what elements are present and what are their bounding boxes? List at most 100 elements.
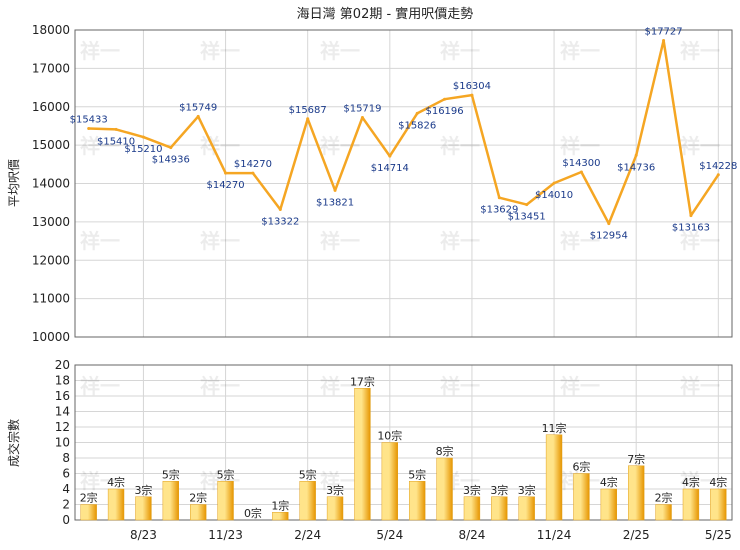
volume-data-label: 2宗 [655,491,673,505]
volume-data-label: 3宗 [463,483,481,497]
price-data-point [497,196,501,200]
price-data-point [388,154,392,158]
volume-y-tick-label: 0 [62,513,70,527]
volume-bar [272,512,289,521]
volume-data-label: 6宗 [572,460,590,474]
price-chart: 10000 11000 12000 13000 14000 15000 16000 17000… [32,23,738,344]
price-data-point [552,181,556,185]
volume-bar [655,504,672,521]
x-tick-label: 8/23 [130,528,157,542]
price-data-label: $16196 [425,106,463,117]
volume-y-tick-label: 2 [62,498,70,512]
price-plot-frame [74,29,733,338]
x-tick-label: 5/25 [705,528,732,542]
watermark: 祥一 [440,229,480,253]
watermark: 祥一 [80,39,120,63]
volume-bar [162,481,180,521]
volume-data-label: 5宗 [408,467,426,481]
watermark: 祥一 [320,374,360,398]
watermark: 祥一 [440,374,480,398]
volume-bar [408,481,426,521]
volume-data-label: 17宗 [350,374,375,388]
price-data-label: $13821 [316,197,354,208]
price-data-label: $14300 [562,158,600,169]
price-data-point [716,173,720,177]
x-tick-label: 2/24 [294,528,321,542]
volume-data-label: 2宗 [189,491,207,505]
watermark: 祥一 [200,374,240,398]
volume-data-label: 3宗 [518,483,536,497]
volume-y-tick-label: 20 [55,358,70,372]
price-data-point [87,127,91,131]
price-data-label: $14270 [234,159,272,170]
volume-bar [189,504,207,521]
price-data-point [306,117,310,121]
volume-y-tick-label: 8 [62,451,70,465]
volume-bar [463,496,481,521]
price-data-point [689,214,693,218]
volume-y-tick-label: 12 [55,420,70,434]
price-data-label: $14736 [617,162,655,173]
volume-data-label: 2宗 [80,491,98,505]
watermark: 祥一 [440,134,480,158]
price-y-tick-label: 10000 [32,330,70,344]
price-data-label: $17727 [644,26,682,37]
volume-bar [573,473,590,521]
price-data-point [278,208,282,212]
volume-bar [518,496,535,521]
watermark: 祥一 [80,229,120,253]
x-tick-label: 8/24 [458,528,485,542]
volume-y-tick-label: 16 [55,389,70,403]
watermark: 祥一 [200,134,240,158]
volume-bar [326,496,344,521]
volume-y-tick-label: 18 [55,374,70,388]
price-y-axis-label: 平均呎價 [7,159,21,207]
volume-data-label: 5宗 [162,467,180,481]
price-data-point [114,127,118,131]
volume-data-label: 3宗 [490,483,508,497]
price-data-point [224,171,228,175]
price-data-point [415,111,419,115]
price-data-label: $14936 [152,155,190,166]
price-data-label: $15719 [343,104,381,115]
price-series-line [88,39,720,225]
volume-bar [545,434,563,521]
price-data-label: $15433 [70,115,108,126]
watermark: 祥一 [200,229,240,253]
watermark: 祥一 [560,134,600,158]
price-data-label: $13629 [480,205,518,216]
volume-data-label: 11宗 [542,421,567,435]
volume-bar [80,504,97,521]
watermark: 祥一 [320,469,360,493]
price-data-point [579,170,583,174]
volume-data-label: 4宗 [682,475,700,489]
price-y-tick-label: 17000 [32,61,70,75]
price-data-point [607,222,611,226]
price-data-label: $13451 [508,212,546,223]
volume-plot-frame [74,364,733,521]
price-data-label: $14270 [206,180,244,191]
volume-data-label: 3宗 [326,483,344,497]
volume-bar [627,465,645,521]
volume-y-tick-label: 6 [62,467,70,481]
volume-bar [682,488,700,521]
watermark: 祥一 [80,374,120,398]
price-data-point [333,188,337,192]
watermark: 祥一 [680,229,720,253]
price-y-tick-label: 13000 [32,215,70,229]
volume-data-label: 3宗 [134,483,152,497]
price-data-label: $15749 [179,102,217,113]
price-data-point [169,146,173,150]
x-tick-label: 11/24 [537,528,572,542]
watermark: 祥一 [320,229,360,253]
price-data-point [141,135,145,139]
price-y-tick-label: 16000 [32,100,70,114]
volume-data-label: 4宗 [107,475,125,489]
price-data-label: $14228 [699,161,737,172]
price-data-point [360,116,364,120]
volume-data-label: 4宗 [600,475,618,489]
watermark: 祥一 [680,374,720,398]
price-y-tick-label: 18000 [32,23,70,37]
watermark: 祥一 [560,229,600,253]
